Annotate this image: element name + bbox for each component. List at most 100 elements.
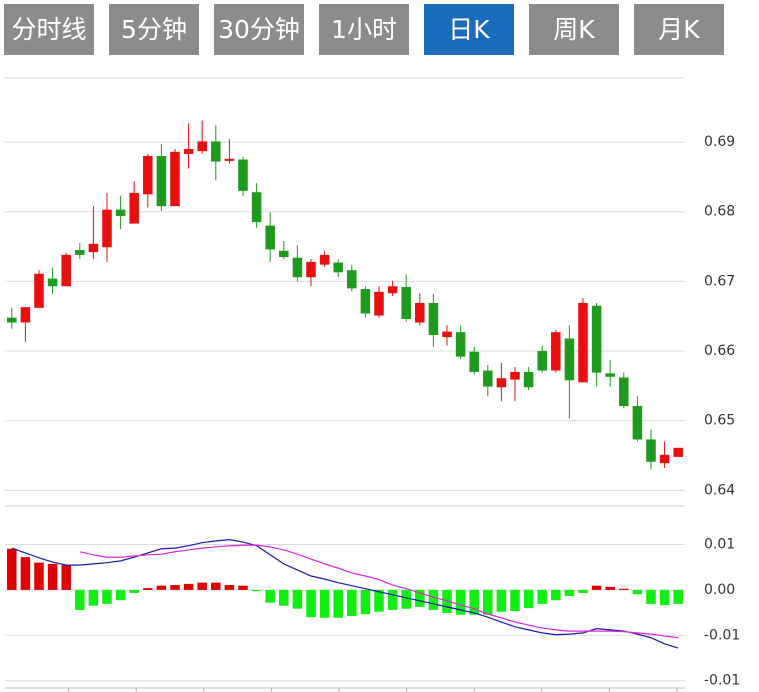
macd-bar (306, 589, 316, 618)
macd-bar (360, 589, 371, 615)
candle-body (591, 305, 602, 373)
candle-body (319, 254, 330, 265)
macd-bar (224, 585, 235, 590)
macd-bar (7, 548, 17, 590)
macd-bar (591, 585, 602, 590)
candle-body (564, 338, 575, 381)
candle-body (619, 377, 629, 407)
macd-bar (469, 589, 479, 615)
macd-bar (347, 589, 357, 616)
y-tick-label: 0.00 (704, 582, 735, 598)
candle-body (115, 209, 126, 216)
macd-bar (523, 589, 534, 609)
tab[interactable]: 30分钟 (214, 4, 304, 55)
macd-bar (415, 589, 425, 607)
candle-body (347, 270, 357, 289)
macd-bar (47, 563, 58, 590)
macd-bar (197, 582, 207, 590)
y-tick-label: 0.64 (704, 482, 735, 498)
tab[interactable]: 日K (424, 4, 514, 55)
macd-bar (496, 589, 507, 612)
macd-bar (619, 588, 629, 590)
macd-line (11, 539, 679, 649)
candle-body (551, 332, 561, 371)
macd-bar (319, 589, 330, 618)
candle-body (224, 158, 235, 161)
candle-body (238, 159, 248, 191)
y-tick-label: 0.66 (704, 343, 735, 359)
macd-bar (265, 589, 275, 603)
macd-bar (578, 589, 588, 593)
macd-line (79, 544, 679, 639)
candle-body (455, 332, 466, 357)
macd-bar (170, 585, 180, 590)
candle-body (496, 378, 507, 388)
macd-bar (279, 589, 289, 606)
macd-bar (374, 589, 384, 612)
candle-body (510, 371, 520, 380)
macd-bar (551, 589, 561, 601)
macd-bar (61, 565, 71, 590)
candle-body (469, 351, 479, 372)
macd-bar (387, 589, 398, 610)
macd-bar (537, 589, 547, 604)
macd-bar (333, 589, 343, 618)
macd-bar (483, 589, 493, 615)
candle-body (211, 141, 221, 162)
candle-body (7, 317, 17, 323)
candle-body (632, 406, 643, 440)
candle-body (360, 289, 371, 314)
candle-body (374, 291, 384, 316)
macd-bar (129, 589, 139, 593)
tab[interactable]: 周K (529, 4, 619, 55)
macd-bar (20, 557, 31, 590)
y-tick-label: 0.68 (704, 204, 735, 220)
macd-bar (401, 589, 411, 609)
macd-bar (659, 589, 670, 606)
candle-body (333, 262, 343, 273)
macd-bar (605, 586, 615, 590)
candle-body (387, 286, 398, 294)
macd-bar (211, 582, 221, 590)
candle-body (170, 151, 180, 207)
macd-bar (34, 562, 44, 590)
candle-body (673, 447, 683, 457)
macd-bar (238, 585, 248, 590)
tab[interactable]: 月K (634, 4, 724, 55)
candle-body (102, 209, 112, 248)
macd-bar (75, 589, 85, 610)
tab[interactable]: 1小时 (319, 4, 409, 55)
macd-bar (251, 589, 262, 592)
tab[interactable]: 分时线 (4, 4, 94, 55)
candle-body (401, 286, 411, 319)
y-tick-label: 0.65 (704, 413, 735, 429)
macd-bar (102, 589, 112, 604)
candle-body (537, 351, 547, 371)
macd-bar (143, 588, 153, 590)
candle-body (442, 331, 452, 338)
candle-body (428, 302, 439, 336)
candle-body (156, 156, 167, 207)
candle-body (523, 371, 534, 388)
candle-body (143, 156, 153, 195)
candle-body (483, 370, 493, 387)
tab[interactable]: 5分钟 (109, 4, 199, 55)
macd-bar (183, 583, 194, 590)
y-tick-label: -0.01 (704, 673, 740, 689)
candle-body (251, 192, 262, 223)
candle-body (292, 257, 303, 278)
candle-body (129, 192, 139, 224)
macd-bar (115, 589, 126, 601)
candle-body (47, 278, 58, 287)
candle-body (659, 454, 670, 464)
candle-body (306, 261, 316, 278)
candle-body (34, 273, 44, 308)
y-tick-label: 0.67 (704, 273, 735, 289)
candle-body (415, 302, 425, 323)
candle-body (578, 302, 588, 383)
macd-bar (510, 589, 520, 612)
candle-body (61, 254, 71, 287)
macd-bar (646, 589, 656, 604)
